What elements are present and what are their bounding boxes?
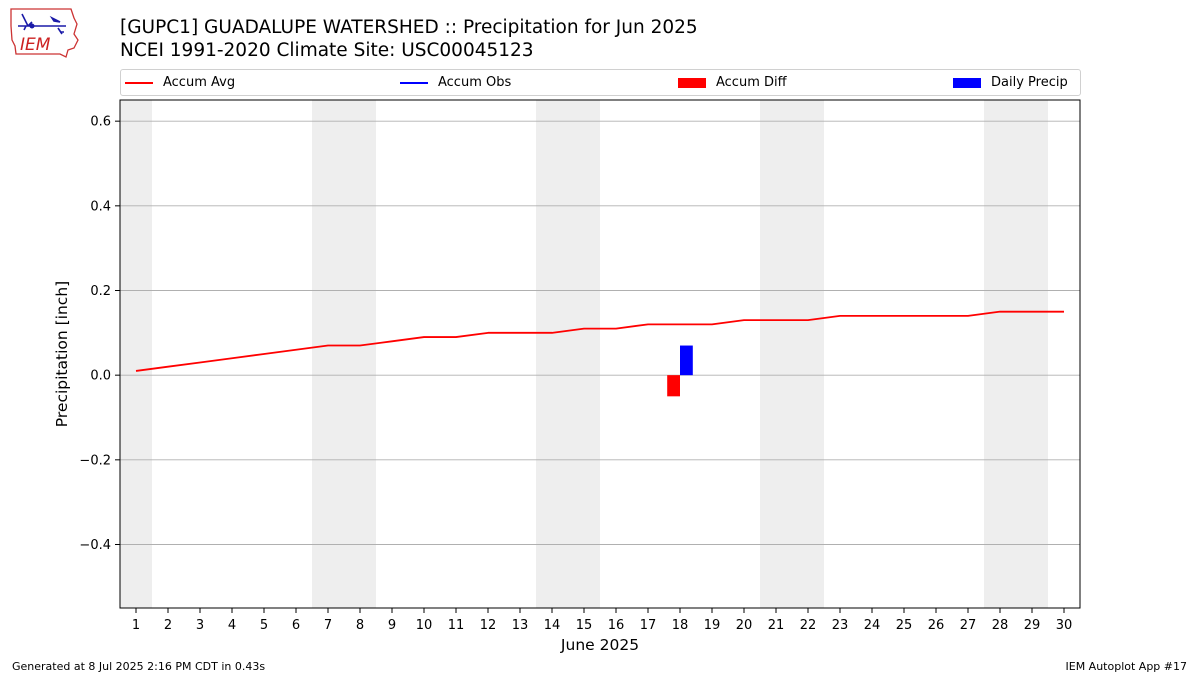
y-tick-label: −0.2 xyxy=(79,453,111,468)
x-tick-label: 21 xyxy=(768,618,785,633)
x-tick-label: 20 xyxy=(736,618,753,633)
legend-label-accum-obs: Accum Obs xyxy=(438,75,512,90)
daily-precip-bar xyxy=(680,345,693,376)
x-tick-label: 11 xyxy=(448,618,465,633)
logo-text: IEM xyxy=(20,35,51,55)
y-tick-label: 0.4 xyxy=(90,199,111,214)
iem-logo: IEM xyxy=(10,8,79,58)
x-tick-label: 6 xyxy=(292,618,300,633)
x-tick-label: 4 xyxy=(228,618,236,633)
weekend-band-day-22 xyxy=(792,100,824,608)
chart-legend: Accum Avg Accum Obs Accum Diff Daily Pre… xyxy=(120,69,1081,96)
legend-swatch-accum-obs xyxy=(400,81,428,84)
legend-swatch-accum-avg xyxy=(125,81,153,84)
weather-instruments-icon xyxy=(18,13,66,35)
x-tick-label: 24 xyxy=(864,618,881,633)
generated-timestamp: Generated at 8 Jul 2025 2:16 PM CDT in 0… xyxy=(12,660,266,673)
legend-swatch-daily-precip xyxy=(953,77,981,88)
y-tick-label: −0.4 xyxy=(79,538,111,553)
iowa-state-outline xyxy=(10,8,79,58)
legend-item-accum-avg: Accum Avg xyxy=(125,74,235,91)
x-tick-label: 3 xyxy=(196,618,204,633)
weekend-band-day-14 xyxy=(536,100,568,608)
y-gridlines xyxy=(120,120,1080,545)
autoplot-app-id: IEM Autoplot App #17 xyxy=(1065,660,1188,673)
x-axis-label: June 2025 xyxy=(560,636,639,654)
y-tick-label: 0.2 xyxy=(90,284,111,299)
weekend-band-day-28 xyxy=(984,100,1016,608)
x-tick-label: 5 xyxy=(260,618,268,633)
x-tick-label: 30 xyxy=(1056,618,1073,633)
legend-swatch-accum-diff xyxy=(678,77,706,88)
x-tick-label: 2 xyxy=(164,618,172,633)
legend-label-accum-avg: Accum Avg xyxy=(163,75,236,90)
x-tick-label: 13 xyxy=(512,618,529,633)
instrument-dot-icon xyxy=(29,23,35,29)
x-tick-label: 10 xyxy=(416,618,433,633)
weekend-band-day-15 xyxy=(568,100,600,608)
x-tick-label: 29 xyxy=(1024,618,1041,633)
x-tick-label: 17 xyxy=(640,618,657,633)
legend-label-daily-precip: Daily Precip xyxy=(991,75,1068,90)
x-tick-label: 12 xyxy=(480,618,497,633)
chart-subtitle: NCEI 1991-2020 Climate Site: USC00045123 xyxy=(120,40,534,61)
chart-title: [GUPC1] GUADALUPE WATERSHED :: Precipita… xyxy=(120,17,698,38)
x-tick-label: 25 xyxy=(896,618,913,633)
weekend-shading xyxy=(120,100,1048,608)
x-tick-label: 16 xyxy=(608,618,625,633)
x-tick-label: 7 xyxy=(324,618,332,633)
legend-item-accum-obs: Accum Obs xyxy=(400,74,511,91)
accum-avg-line xyxy=(135,310,1064,372)
x-tick-label: 15 xyxy=(576,618,593,633)
x-tick-label: 28 xyxy=(992,618,1009,633)
accum-diff-bar xyxy=(667,375,680,397)
x-tick-label: 23 xyxy=(832,618,849,633)
axes: −0.4−0.20.00.20.40.61 2 3 4 5 6 7 8 9 10 11 12 13 14 1… xyxy=(79,115,1072,633)
x-tick-label: 14 xyxy=(544,618,561,633)
weekend-band-day-7 xyxy=(312,100,344,608)
x-tick-label: 8 xyxy=(356,618,364,633)
y-axis-label: Precipitation [inch] xyxy=(53,281,71,427)
x-tick-label: 22 xyxy=(800,618,817,633)
weekend-band-day-29 xyxy=(1016,100,1048,608)
x-tick-label: 26 xyxy=(928,618,945,633)
legend-label-accum-diff: Accum Diff xyxy=(716,75,787,90)
x-tick-label: 18 xyxy=(672,618,689,633)
x-tick-label: 1 xyxy=(132,618,140,633)
lines xyxy=(135,310,1064,372)
x-tick-label: 27 xyxy=(960,618,977,633)
x-tick-label: 9 xyxy=(388,618,396,633)
y-tick-label: 0.0 xyxy=(90,369,111,384)
weekend-band-day-8 xyxy=(344,100,376,608)
legend-item-daily-precip: Daily Precip xyxy=(953,74,1068,91)
plot-frame xyxy=(119,99,1081,609)
y-tick-label: 0.6 xyxy=(90,115,111,130)
bars xyxy=(667,345,693,397)
weekend-band-day-1 xyxy=(120,100,152,608)
weekend-band-day-21 xyxy=(760,100,792,608)
x-tick-label: 19 xyxy=(704,618,721,633)
legend-item-accum-diff: Accum Diff xyxy=(678,74,787,91)
